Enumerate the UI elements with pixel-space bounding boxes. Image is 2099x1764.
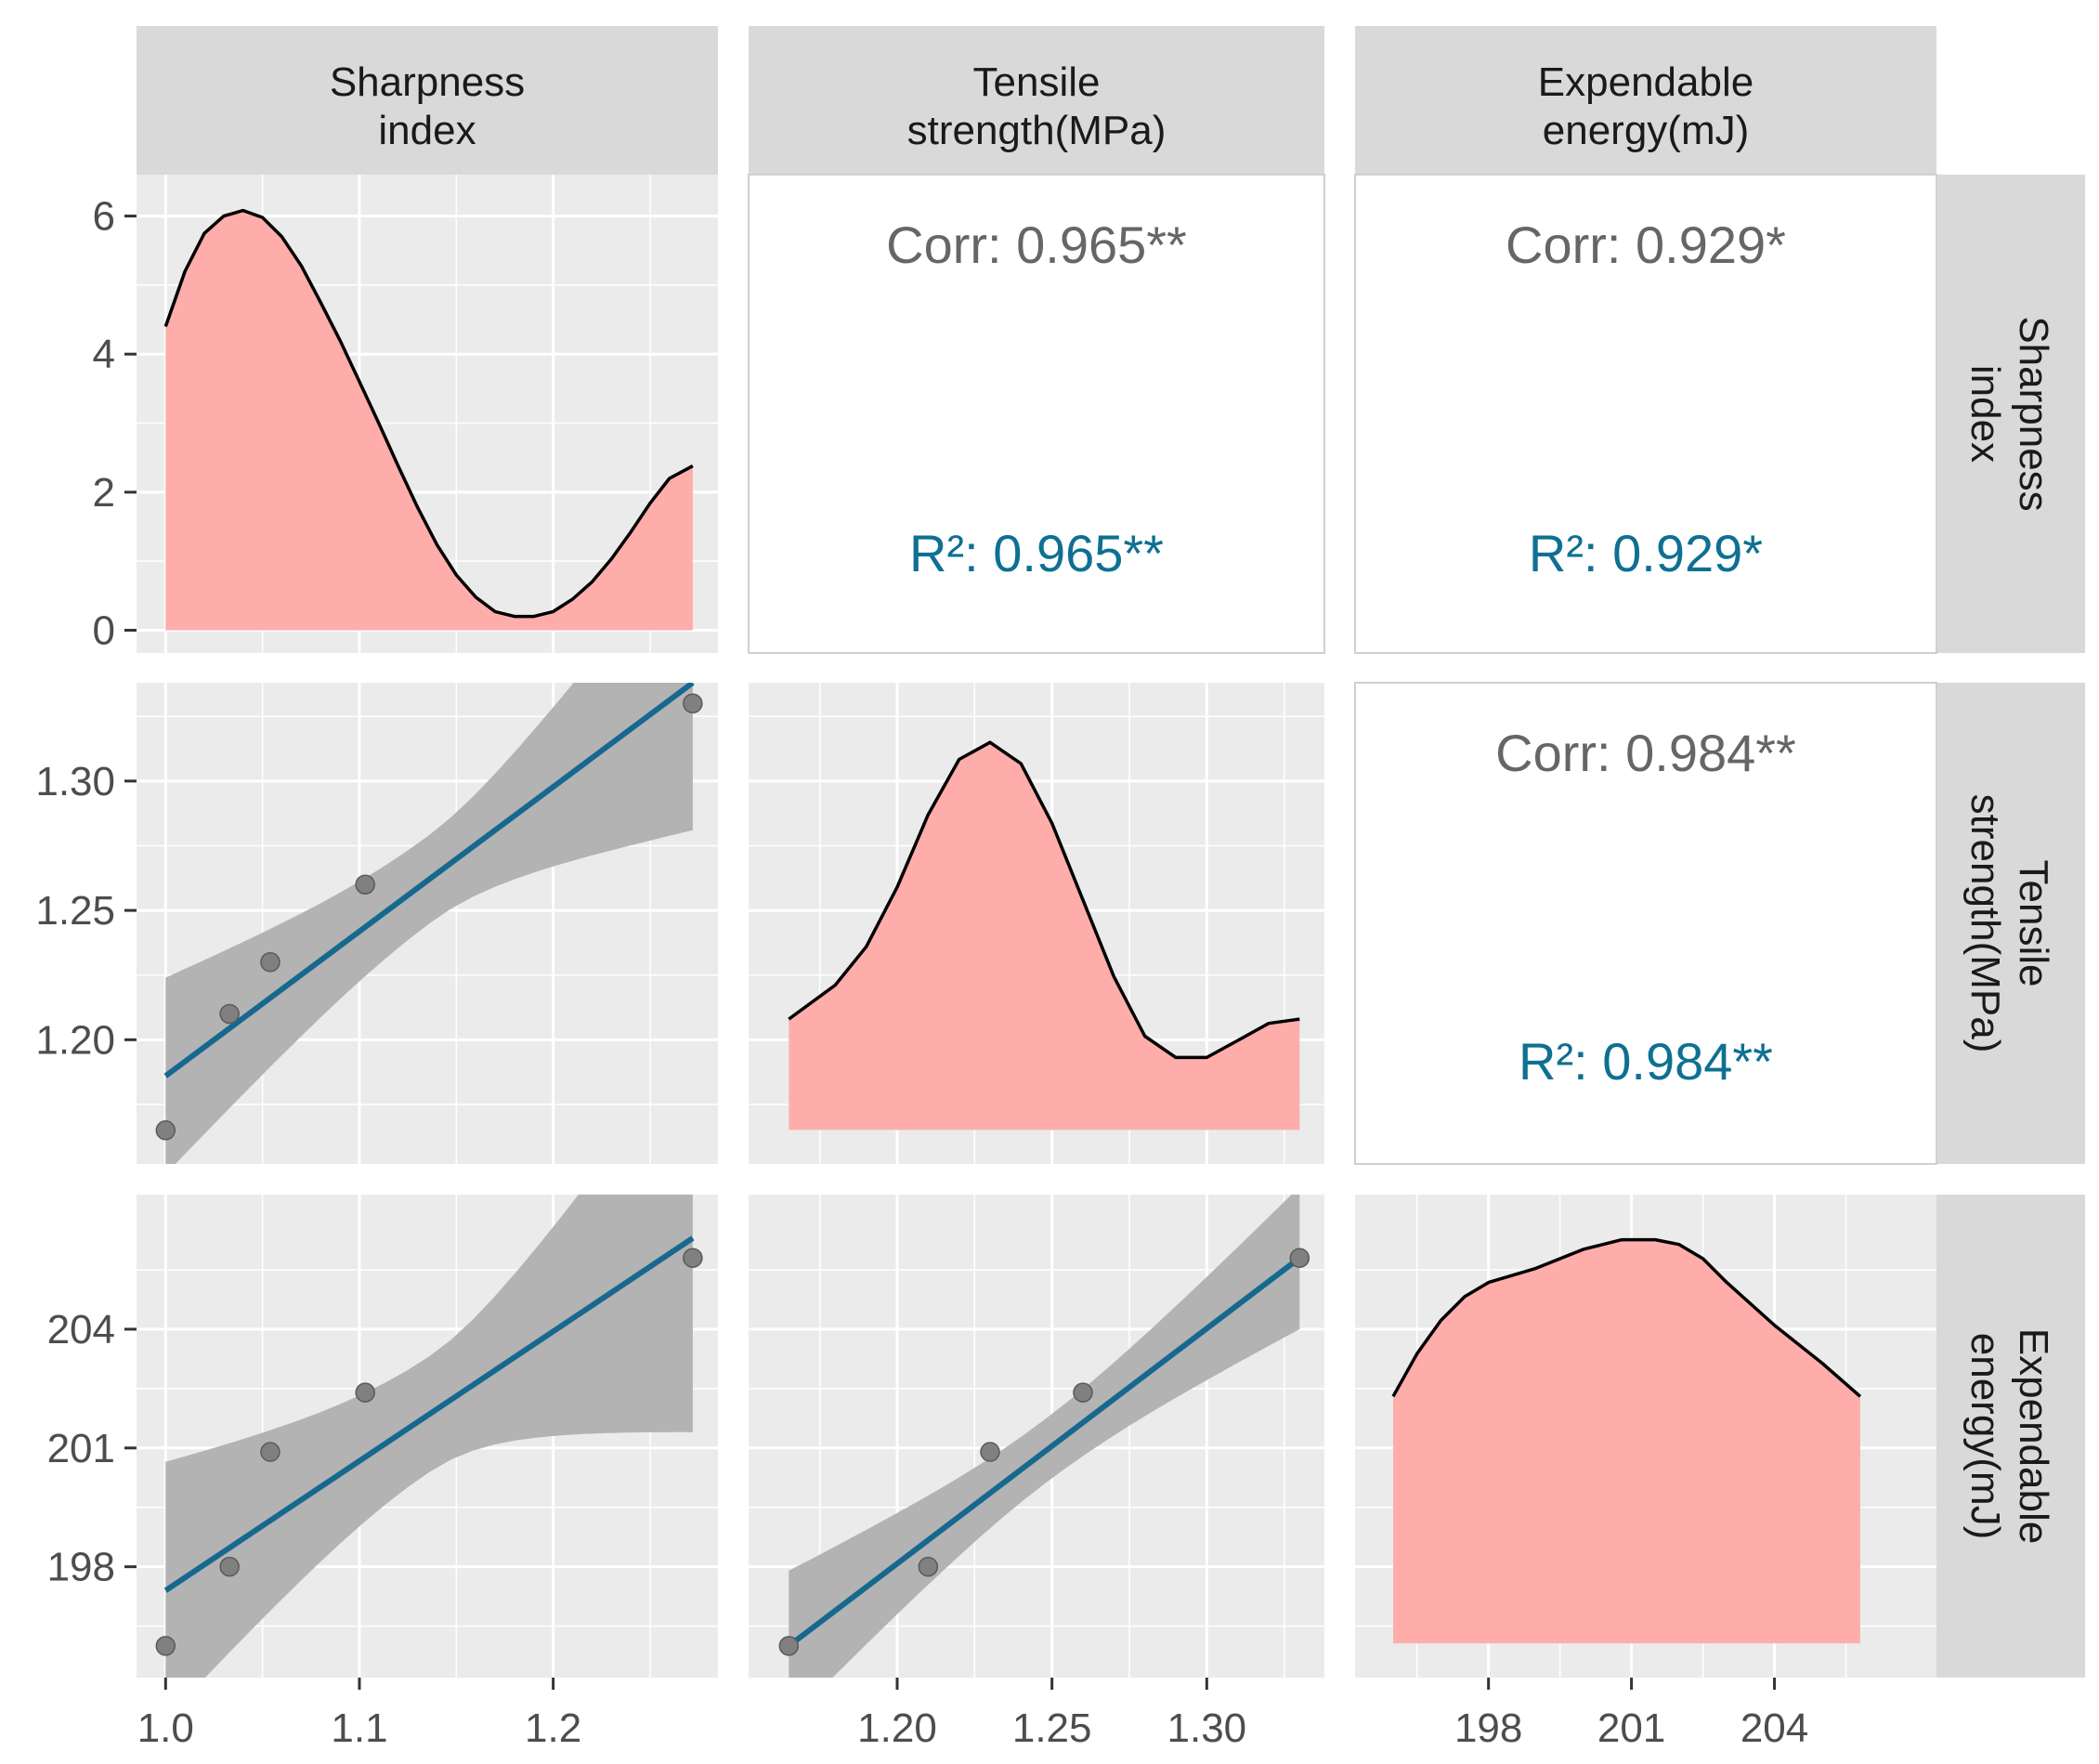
x-tick-label: 1.25 (1012, 1705, 1092, 1751)
data-point (355, 1382, 375, 1403)
column-strip-label: energy(mJ) (1543, 108, 1750, 153)
column-strip-label: Tensile (973, 59, 1101, 105)
corr-label: Corr: 0.929* (1506, 216, 1786, 274)
data-point (260, 952, 280, 973)
data-point (260, 1442, 280, 1462)
data-point (683, 693, 703, 714)
confidence-band (165, 1195, 693, 1678)
r2-label: R²: 0.929* (1529, 524, 1763, 582)
strip-bg (1355, 26, 1936, 175)
data-point (355, 874, 375, 895)
density-area (789, 742, 1300, 1130)
x-tick-label: 1.2 (525, 1705, 581, 1751)
panel-tens-sharp (137, 683, 718, 1164)
strip-bg (137, 26, 718, 175)
panel-sharp-sharp (137, 175, 718, 653)
density-curve (1391, 1237, 1862, 1398)
data-point (155, 1120, 176, 1141)
corr-label: Corr: 0.965** (886, 216, 1187, 274)
y-tick-label: 1.30 (35, 759, 115, 804)
row-strip-label: index (1962, 365, 2008, 463)
row-strip-label: Tensile (2011, 860, 2056, 987)
panel-energy-energy (1355, 1195, 1936, 1678)
y-tick-label: 6 (93, 194, 115, 240)
data-point (778, 1636, 800, 1656)
y-tick-label: 4 (93, 332, 115, 377)
panel-energy-sharp (137, 1195, 718, 1678)
data-point (155, 1636, 176, 1656)
panels: Corr: 0.965** R²: 0.965** Corr: 0.929* R²: … (137, 174, 1937, 1678)
panel-sharp-tens: Corr: 0.965** R²: 0.965** (748, 174, 1325, 654)
column-strip-label: index (378, 108, 476, 153)
y-tick-label: 2 (93, 470, 115, 516)
data-point (683, 1248, 703, 1268)
strip-bg (1936, 1195, 2085, 1678)
density-curve (163, 208, 694, 619)
panel-energy-tens (749, 1195, 1324, 1678)
data-point (1289, 1248, 1310, 1268)
text-panel-bg (1354, 174, 1937, 654)
regression-line (787, 1255, 1302, 1649)
data-point (918, 1556, 939, 1577)
row-strip-label: Expendable (2011, 1328, 2056, 1544)
x-tick-label: 1.0 (137, 1705, 194, 1751)
panel-tens-tens (749, 683, 1324, 1164)
density-curve (788, 740, 1300, 1060)
text-panel-bg (748, 174, 1325, 654)
column-strip-label: Sharpness (330, 59, 525, 105)
row-strip-label: Sharpness (2011, 316, 2056, 511)
y-tick-label: 204 (47, 1307, 115, 1352)
r2-label: R²: 0.984** (1519, 1032, 1773, 1091)
axes: 0 2 4 6 1.20 1.25 1.30 198 201 204 1.0 1.1 1.2 1.20 1.… (35, 194, 1808, 1751)
data-point (980, 1442, 1000, 1462)
regression-line (163, 683, 695, 1078)
r2-label: R²: 0.965** (909, 524, 1164, 582)
y-tick-label: 198 (47, 1545, 115, 1590)
data-point (219, 1556, 240, 1577)
strip-bg (1936, 175, 2085, 653)
y-tick-label: 1.20 (35, 1017, 115, 1063)
column-strip-label: Expendable (1538, 59, 1754, 105)
x-tick-label: 201 (1597, 1705, 1665, 1751)
confidence-band (789, 1195, 1300, 1678)
x-tick-label: 1.1 (331, 1705, 387, 1751)
column-strip-label: strength(MPa) (907, 108, 1167, 153)
panel-sharp-energy: Corr: 0.929* R²: 0.929* (1354, 174, 1937, 654)
x-tick-label: 1.30 (1167, 1705, 1247, 1751)
density-area (165, 210, 693, 631)
row-strip-label: strength(MPa) (1962, 794, 2008, 1053)
panel-tens-energy: Corr: 0.984** R²: 0.984** (1354, 682, 1937, 1165)
column-strips: SharpnessindexTensilestrength(MPa)Expend… (137, 26, 1936, 175)
strip-bg (1936, 683, 2085, 1164)
data-point (219, 1003, 240, 1025)
confidence-band (165, 683, 693, 1164)
data-point (1073, 1382, 1093, 1403)
row-strip-label: energy(mJ) (1962, 1333, 2008, 1540)
x-tick-label: 1.20 (857, 1705, 937, 1751)
y-tick-label: 201 (47, 1426, 115, 1471)
corr-label: Corr: 0.984** (1495, 724, 1796, 782)
text-panel-bg (1354, 682, 1937, 1165)
x-tick-label: 204 (1740, 1705, 1808, 1751)
x-tick-label: 198 (1454, 1705, 1522, 1751)
density-area (1393, 1239, 1860, 1644)
y-tick-label: 1.25 (35, 888, 115, 934)
strip-bg (749, 26, 1324, 175)
regression-line (163, 1235, 695, 1593)
y-tick-label: 0 (93, 608, 115, 653)
